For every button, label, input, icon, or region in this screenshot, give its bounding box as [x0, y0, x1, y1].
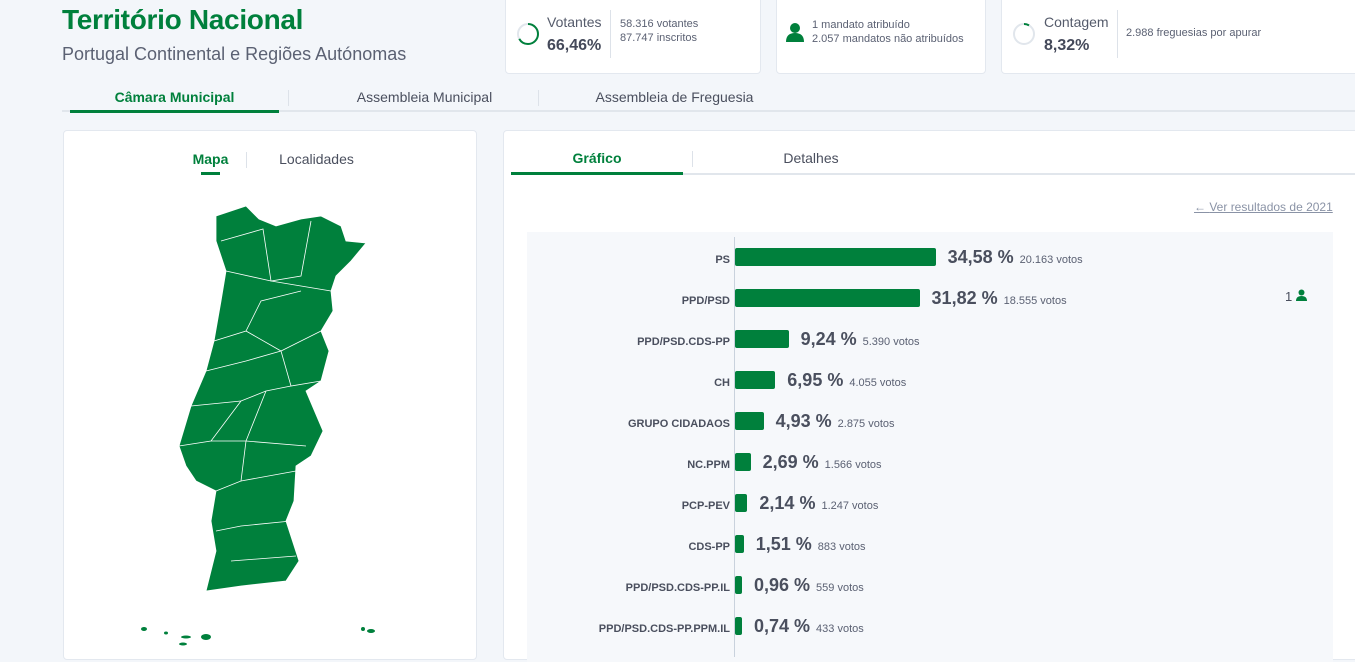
votes-label: 1.566 votos	[824, 459, 882, 471]
tab-detalhes[interactable]: Detalhes	[783, 150, 839, 166]
bar[interactable]	[735, 289, 920, 307]
bar[interactable]	[735, 248, 936, 266]
chart-row: PCP-PEV 2,14 % 1.247 votos	[527, 489, 1333, 530]
chart-row: PPD/PSD.CDS-PP 9,24 % 5.390 votos	[527, 325, 1333, 366]
mandatos-atribuidos: 1 mandato atribuído	[812, 19, 910, 31]
portugal-map[interactable]	[64, 131, 478, 661]
percent-label: 6,95 %	[787, 370, 844, 390]
chart-row: PS 34,58 % 20.163 votos	[527, 243, 1333, 284]
votantes-label: Votantes	[547, 14, 602, 30]
chart-row: PPD/PSD.CDS-PP.IL 0,96 % 559 votos	[527, 571, 1333, 612]
contagem-value: 8,32%	[1044, 37, 1090, 54]
bar[interactable]	[735, 371, 776, 389]
tab-assembleia-municipal[interactable]: Assembleia Municipal	[356, 89, 493, 105]
bar[interactable]	[735, 576, 742, 594]
votes-label: 20.163 votos	[1019, 254, 1083, 266]
tab-grafico[interactable]: Gráfico	[572, 150, 622, 166]
votantes-progress-ring	[517, 23, 539, 45]
percent-label: 4,93 %	[775, 411, 832, 431]
chart-area	[527, 232, 1333, 662]
party-name: CDS-PP	[688, 541, 730, 553]
votantes-value: 66,46%	[547, 37, 602, 54]
votes-label: 2.875 votos	[837, 418, 895, 430]
votes-label: 1.247 votos	[821, 500, 879, 512]
tab-mapa[interactable]: Mapa	[192, 151, 229, 167]
party-name: PCP-PEV	[681, 500, 730, 512]
bar[interactable]	[735, 617, 742, 635]
percent-label: 0,74 %	[754, 616, 811, 636]
percent-label: 2,14 %	[759, 493, 816, 513]
percent-label: 0,96 %	[754, 575, 811, 595]
page-subtitle: Portugal Continental e Regiões Autónomas	[62, 44, 407, 64]
person-icon	[1295, 289, 1307, 301]
chart-row: PPD/PSD 31,82 % 18.555 votos 1	[527, 284, 1333, 325]
votantes-card: Votantes 66,46% 58.316 votantes 87.747 i…	[505, 0, 761, 74]
bar[interactable]	[735, 330, 789, 348]
votes-label: 433 votos	[816, 623, 864, 635]
party-name: CH	[714, 377, 730, 389]
bar[interactable]	[735, 453, 751, 471]
ver-resultados-2021-link[interactable]: ← Ver resultados de 2021	[1194, 200, 1333, 214]
percent-label: 31,82 %	[931, 288, 998, 308]
votes-label: 5.390 votos	[862, 336, 920, 348]
party-name: PPD/PSD	[681, 295, 730, 307]
party-name: PPD/PSD.CDS-PP	[637, 336, 730, 348]
bar[interactable]	[735, 535, 744, 553]
tab-camara-municipal[interactable]: Câmara Municipal	[114, 89, 235, 105]
chart-row: GRUPO CIDADAOS 4,93 % 2.875 votos	[527, 407, 1333, 448]
chart-row: PPD/PSD.CDS-PP.PPM.IL 0,74 % 433 votos	[527, 612, 1333, 653]
party-name: GRUPO CIDADAOS	[627, 418, 730, 430]
party-name: PPD/PSD.CDS-PP.PPM.IL	[598, 623, 730, 635]
chart-row: NC.PPM 2,69 % 1.566 votos	[527, 448, 1333, 489]
contagem-label: Contagem	[1044, 14, 1109, 30]
freguesias-por-apurar: 2.988 freguesias por apurar	[1126, 27, 1262, 39]
percent-label: 1,51 %	[755, 534, 812, 554]
map-panel: Mapa Localidades	[63, 130, 477, 660]
mandatos-card: 1 mandato atribuído 2.057 mandatos não a…	[776, 0, 986, 74]
bar[interactable]	[735, 412, 764, 430]
votes-label: 4.055 votos	[849, 377, 907, 389]
votes-label: 18.555 votos	[1003, 295, 1067, 307]
chart-row: CDS-PP 1,51 % 883 votos	[527, 530, 1333, 571]
percent-label: 34,58 %	[947, 247, 1014, 267]
mandates-count: 1	[1285, 289, 1307, 304]
votes-label: 559 votos	[816, 582, 864, 594]
tab-assembleia-freguesia[interactable]: Assembleia de Freguesia	[595, 89, 754, 105]
bar[interactable]	[735, 494, 748, 512]
chart-axis	[734, 237, 735, 657]
azores-islands	[141, 627, 375, 646]
votes-label: 883 votos	[817, 541, 866, 553]
inscritos-count: 87.747 inscritos	[620, 32, 698, 44]
votantes-count: 58.316 votantes	[620, 18, 699, 30]
party-name: PPD/PSD.CDS-PP.IL	[625, 582, 730, 594]
contagem-card: Contagem 8,32% 2.988 freguesias por apur…	[1001, 0, 1355, 74]
contagem-progress-ring	[1013, 23, 1035, 45]
percent-label: 2,69 %	[762, 452, 819, 472]
chart-row: CH 6,95 % 4.055 votos	[527, 366, 1333, 407]
mandatos-nao-atribuidos: 2.057 mandatos não atribuídos	[812, 33, 964, 45]
party-name: PS	[715, 254, 730, 266]
party-name: NC.PPM	[687, 459, 730, 471]
page-title: Território Nacional	[62, 4, 304, 35]
percent-label: 9,24 %	[800, 329, 857, 349]
arrow-left-icon: ←	[1194, 200, 1206, 214]
person-icon	[786, 23, 804, 42]
tab-localidades[interactable]: Localidades	[279, 151, 354, 167]
